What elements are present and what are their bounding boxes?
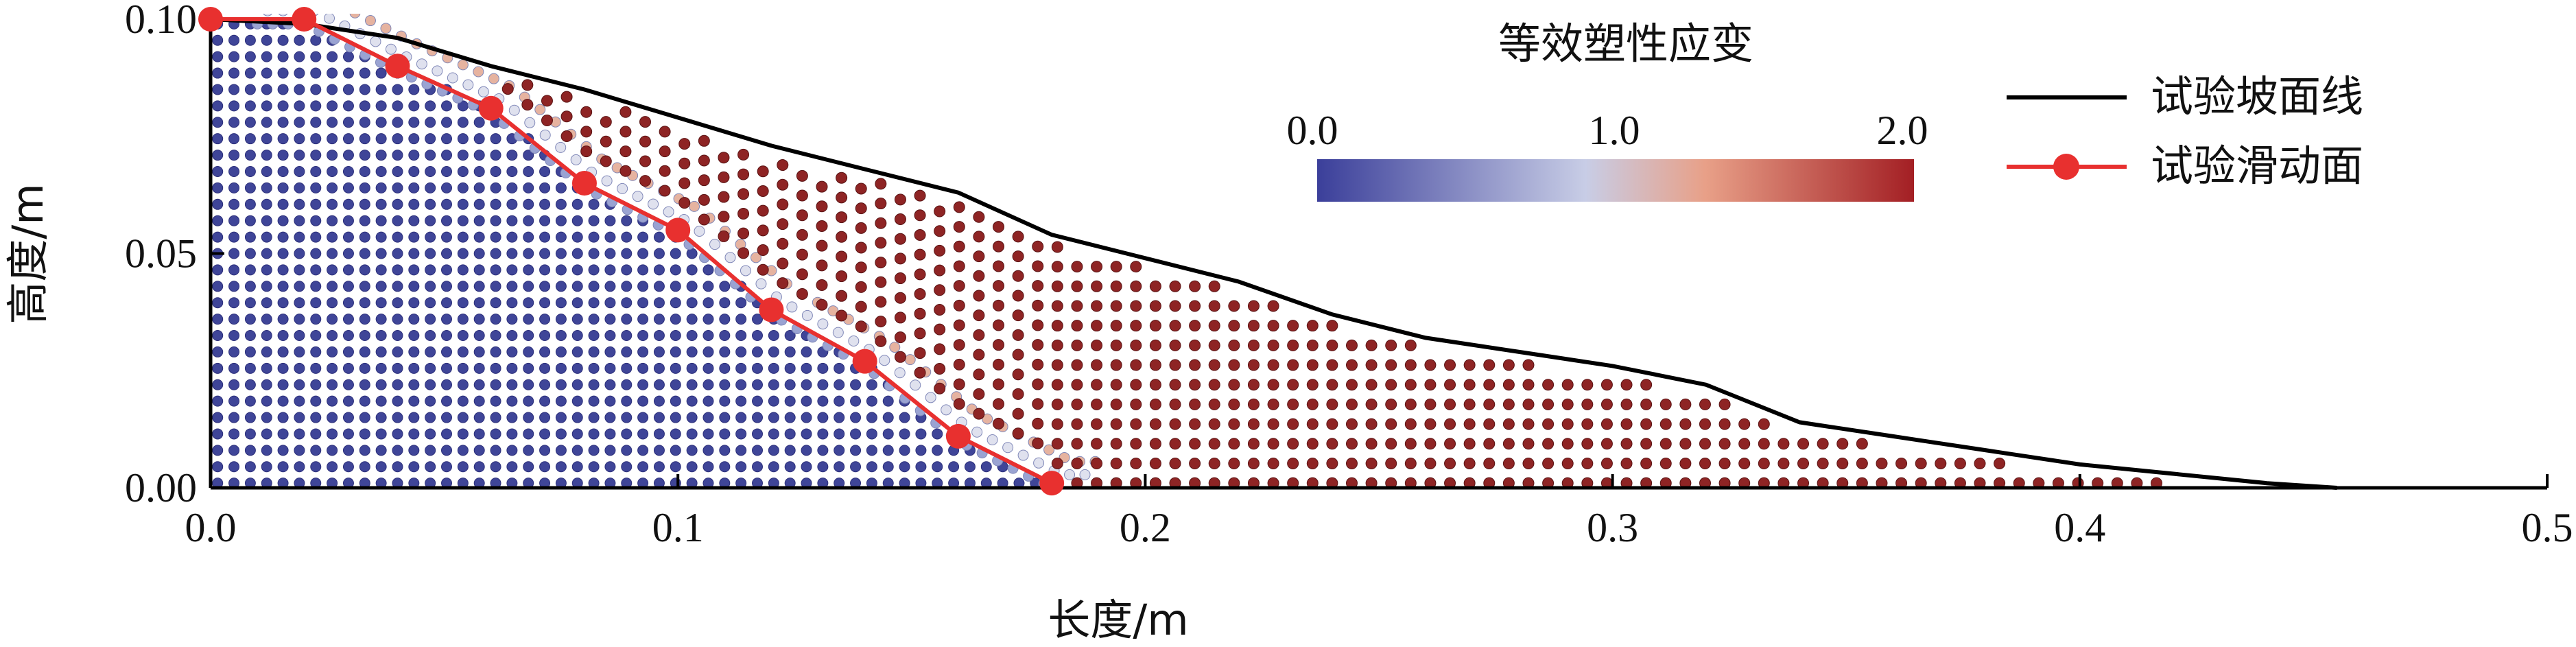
x-tick-label-3: 0.3 bbox=[1587, 505, 1638, 550]
colorbar: 等效塑性应变 0.0 1.0 2.0 bbox=[1287, 19, 1928, 202]
sliding-mass-particles bbox=[501, 79, 2163, 489]
colorbar-title: 等效塑性应变 bbox=[1498, 19, 1753, 69]
y-axis-label: 高度/m bbox=[3, 183, 53, 324]
y-tick-label-2: 0.10 bbox=[125, 0, 197, 42]
y-tick-label-1: 0.05 bbox=[125, 231, 197, 277]
slip-surface-point-7 bbox=[852, 349, 877, 374]
slip-surface-point-9 bbox=[1039, 471, 1065, 496]
legend: 试验坡面线 试验滑动面 bbox=[2007, 71, 2363, 191]
slip-surface-point-8 bbox=[945, 423, 971, 449]
y-ticks: 0.00 0.05 0.10 bbox=[125, 0, 224, 510]
x-axis-label: 长度/m bbox=[1048, 595, 1188, 645]
legend-label-slip-surface: 试验滑动面 bbox=[2151, 141, 2363, 191]
x-ticks: 0.0 0.1 0.2 0.3 0.4 0.5 bbox=[185, 474, 2573, 550]
slip-surface-point-1 bbox=[292, 7, 317, 32]
slip-surface-point-3 bbox=[478, 95, 504, 121]
series-slip-surface-line bbox=[211, 17, 1053, 485]
slip-surface-point-4 bbox=[571, 171, 597, 196]
x-tick-label-0: 0.0 bbox=[185, 505, 237, 550]
series-layer bbox=[198, 7, 2337, 496]
colorbar-tick-2: 2.0 bbox=[1877, 108, 1928, 153]
series-slope-line bbox=[210, 17, 2337, 490]
slip-surface-point-6 bbox=[759, 297, 784, 322]
x-tick-label-1: 0.1 bbox=[652, 505, 704, 550]
slip-surface-point-2 bbox=[385, 54, 410, 79]
legend-marker-slip-surface bbox=[2053, 154, 2079, 180]
y-tick-label-0: 0.00 bbox=[125, 465, 197, 510]
x-tick-label-5: 0.5 bbox=[2522, 505, 2573, 550]
x-tick-label-4: 0.4 bbox=[2054, 505, 2105, 550]
slip-surface-point-0 bbox=[198, 7, 223, 32]
slip-surface-point-5 bbox=[665, 217, 691, 243]
x-tick-label-2: 0.2 bbox=[1120, 505, 1171, 550]
stable-block-particles bbox=[212, 18, 1041, 489]
particle-field bbox=[212, 14, 2163, 490]
legend-label-slope-line: 试验坡面线 bbox=[2151, 71, 2363, 121]
colorbar-tick-1: 1.0 bbox=[1589, 108, 1640, 153]
colorbar-tick-0: 0.0 bbox=[1287, 108, 1338, 153]
colorbar-gradient bbox=[1317, 159, 1914, 202]
